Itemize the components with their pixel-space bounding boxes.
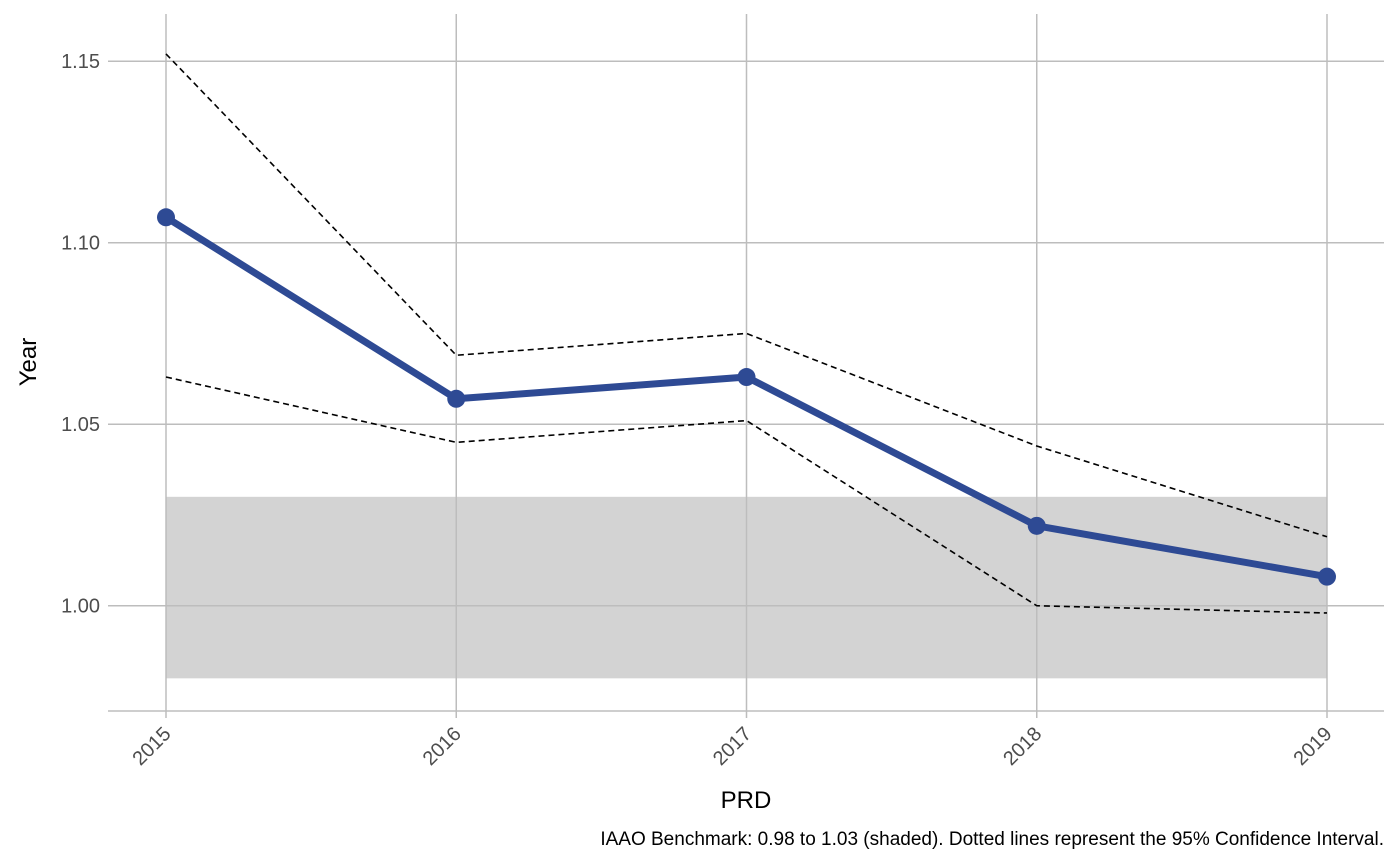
x-tick-label: 2018 <box>999 723 1046 770</box>
x-tick-label: 2017 <box>709 723 756 770</box>
series-layer <box>157 208 1336 586</box>
y-axis-title: Year <box>15 338 42 387</box>
y-tick-label: 1.00 <box>61 596 100 618</box>
y-tick-label: 1.15 <box>61 51 100 73</box>
confidence-interval-layer <box>165 53 1328 614</box>
y-tick-label: 1.10 <box>61 233 100 255</box>
y-tick-labels: 1.00 1.05 1.10 1.15 <box>61 51 100 618</box>
y-tick-label: 1.05 <box>61 414 100 436</box>
x-tick-labels: 2015 2016 2017 2018 2019 <box>129 711 1337 770</box>
prd-point <box>1318 567 1336 586</box>
ci-upper-line <box>165 53 1328 538</box>
prd-point <box>1027 516 1046 535</box>
x-tick-label: 2015 <box>129 723 176 770</box>
x-tick-label: 2019 <box>1290 723 1337 770</box>
prd-point <box>447 389 466 408</box>
grid-layer <box>108 14 1384 711</box>
prd-point <box>157 208 175 227</box>
x-axis-title: PRD <box>721 787 772 814</box>
chart-caption: IAAO Benchmark: 0.98 to 1.03 (shaded). D… <box>600 829 1384 850</box>
prd-point <box>737 368 756 387</box>
x-tick-label: 2016 <box>419 723 466 770</box>
